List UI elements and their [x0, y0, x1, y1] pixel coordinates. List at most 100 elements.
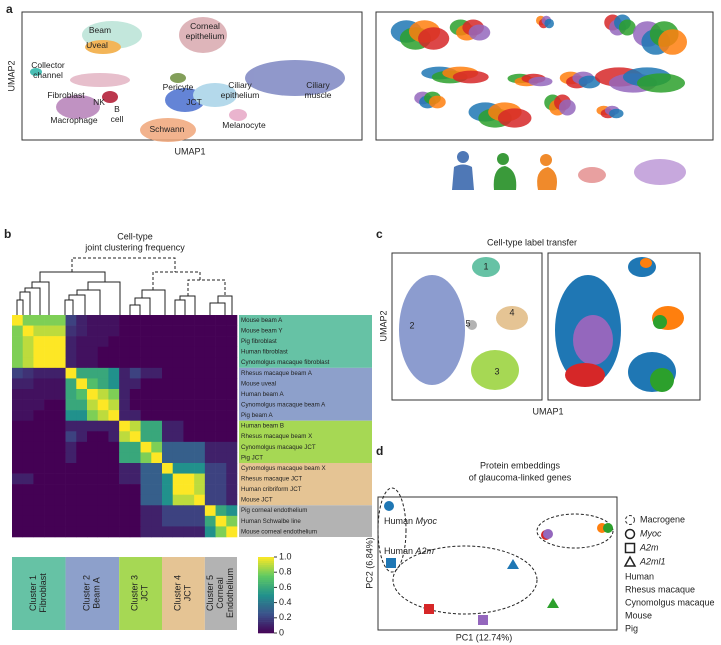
- heatmap-cell: [108, 315, 120, 326]
- panel-label: d: [376, 444, 383, 458]
- heatmap-cell: [97, 399, 109, 411]
- heatmap-cell: [129, 315, 141, 326]
- heatmap-cell: [215, 315, 227, 326]
- heatmap-cell: [97, 420, 109, 432]
- panel-label: b: [4, 227, 11, 241]
- heatmap-cell: [76, 473, 88, 485]
- heatmap-cell: [226, 346, 238, 358]
- heatmap-cell: [65, 420, 77, 432]
- heatmap-cell: [129, 399, 141, 411]
- heatmap-cell: [87, 315, 99, 326]
- dendrogram-branch: [64, 281, 121, 315]
- colorbar-step: [258, 566, 274, 569]
- heatmap-cell: [172, 315, 184, 326]
- heatmap-cell: [54, 526, 66, 538]
- row-label: Human fibroblast: [241, 349, 288, 356]
- icon-pig: [634, 159, 686, 185]
- heatmap-cell: [215, 389, 227, 400]
- colorbar-step: [258, 568, 274, 571]
- heatmap-cell: [162, 463, 174, 474]
- heatmap-cell: [44, 389, 56, 400]
- legend-label: A2m: [639, 542, 659, 552]
- cluster-box: [204, 557, 237, 630]
- heatmap-cell: [215, 367, 227, 379]
- heatmap-cell: [97, 315, 109, 326]
- heatmap-cell: [162, 325, 174, 337]
- heatmap-cell: [162, 452, 174, 464]
- cluster-label-line: Cluster 1: [28, 575, 38, 611]
- heatmap-cell: [33, 463, 45, 474]
- heatmap-cell: [22, 389, 34, 400]
- cluster-blob: [653, 315, 667, 329]
- heatmap-cell: [108, 526, 120, 538]
- heatmap-cell: [226, 526, 238, 538]
- colorbar-step: [258, 610, 274, 613]
- heatmap-cell: [129, 420, 141, 432]
- heatmap-cell: [33, 505, 45, 517]
- axis-label: PC2 (6.84%): [364, 537, 374, 589]
- heatmap-cell: [204, 336, 216, 348]
- icon-human: [457, 151, 469, 163]
- heatmap-cell: [22, 325, 34, 337]
- heatmap-cell: [172, 494, 184, 506]
- cell-type-label-line: Collector: [31, 60, 65, 70]
- heatmap-cell: [215, 325, 227, 337]
- heatmap-cell: [76, 484, 88, 496]
- heatmap-cell: [54, 494, 66, 506]
- heatmap-cell: [119, 325, 131, 337]
- heatmap-cell: [54, 367, 66, 379]
- heatmap-cell: [22, 336, 34, 348]
- heatmap-cell: [215, 494, 227, 506]
- row-label: Mouse beam A: [241, 317, 283, 324]
- colorbar-step: [258, 619, 274, 622]
- heatmap-cell: [65, 367, 77, 379]
- heatmap-cell: [108, 410, 120, 422]
- heatmap-cell: [33, 410, 45, 422]
- heatmap-cell: [151, 399, 163, 411]
- heatmap-cell: [140, 463, 152, 474]
- heatmap-cell: [204, 473, 216, 485]
- heatmap-cell: [129, 410, 141, 422]
- cluster-blob: [496, 306, 528, 330]
- colorbar-step: [258, 617, 274, 620]
- macrogene-outline: [377, 487, 407, 573]
- cell-type-label-line: Ciliary: [228, 80, 252, 90]
- cell-type-label: Corneal epithelium: [186, 21, 225, 41]
- heatmap-cell: [183, 505, 195, 517]
- umap-points: [555, 257, 684, 392]
- cell-type-label: Collector channel: [31, 60, 65, 80]
- heatmap-cell: [194, 526, 206, 538]
- umap-points: [30, 17, 345, 142]
- heatmap-cell: [183, 346, 195, 358]
- colorbar-step: [258, 560, 274, 563]
- heatmap-cell: [162, 346, 174, 358]
- heatmap-cell: [87, 494, 99, 506]
- heatmap-cell: [183, 463, 195, 474]
- cell-type-label-line: Pericyte: [163, 82, 194, 92]
- cluster-blob: [418, 27, 450, 50]
- heatmap-cell: [22, 431, 34, 443]
- heatmap-cell: [22, 515, 34, 527]
- row-label: Human beam B: [241, 423, 284, 430]
- cell-type-label-line: B: [114, 104, 120, 114]
- heatmap-cell: [65, 526, 77, 538]
- heatmap-cell: [12, 399, 24, 411]
- heatmap-cell: [204, 346, 216, 358]
- heatmap-cell: [151, 463, 163, 474]
- heatmap-cell: [194, 315, 206, 326]
- heatmap-cell: [151, 357, 163, 369]
- colorbar-step: [258, 589, 274, 592]
- heatmap-cell: [140, 473, 152, 485]
- heatmap-cell: [76, 463, 88, 474]
- heatmap-cell: [97, 441, 109, 453]
- panel-label: c: [376, 227, 383, 241]
- heatmap-cell: [33, 515, 45, 527]
- cell-type-label-line: NK: [93, 97, 105, 107]
- heatmap-cell: [87, 346, 99, 358]
- colorbar-step: [258, 614, 274, 617]
- heatmap-cell: [76, 357, 88, 369]
- heatmap-cell: [172, 357, 184, 369]
- heatmap-cell: [12, 315, 24, 326]
- cell-type-label-line: Uveal: [86, 40, 108, 50]
- heatmap-cell: [151, 452, 163, 464]
